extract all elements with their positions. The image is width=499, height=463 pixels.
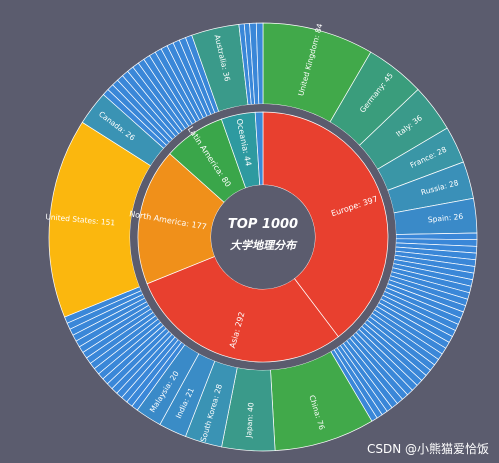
- chart-subtitle: 大学地理分布: [230, 239, 298, 252]
- outer-label-japan: Japan: 40: [244, 402, 256, 439]
- chart-title: TOP 1000: [228, 217, 298, 232]
- watermark: CSDN @小熊猫爱恰饭: [366, 442, 489, 456]
- inner-ring: [137, 111, 389, 363]
- ring-gap: [130, 104, 396, 370]
- center-hole: [211, 185, 315, 289]
- outer-label-spain: Spain: 26: [427, 212, 463, 225]
